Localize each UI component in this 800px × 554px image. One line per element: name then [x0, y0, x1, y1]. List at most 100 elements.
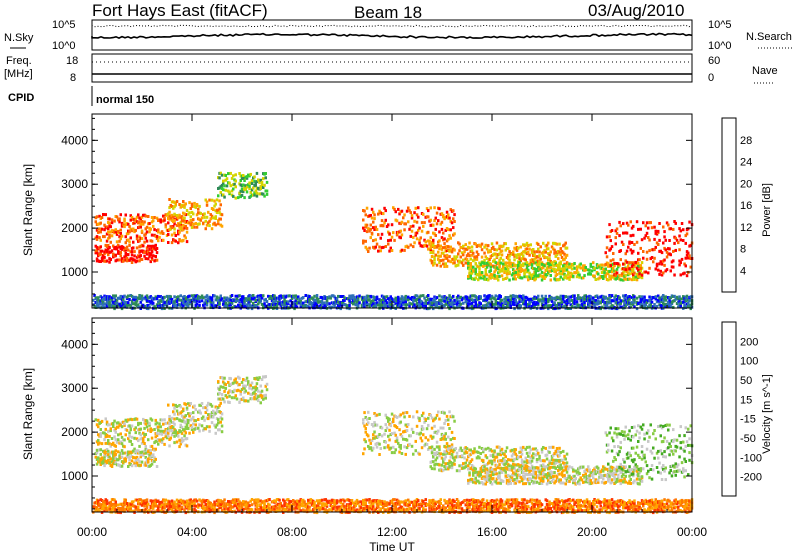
- echo-cell: [150, 418, 154, 422]
- echo-cell: [399, 420, 402, 424]
- echo-cell: [373, 213, 376, 217]
- echo-cell: [532, 301, 535, 305]
- echo-cell: [272, 303, 275, 307]
- echo-cell: [240, 380, 244, 384]
- echo-cell: [272, 300, 275, 304]
- echo-cell: [362, 452, 365, 456]
- echo-cell: [400, 434, 404, 438]
- echo-cell: [279, 303, 282, 307]
- echo-cell: [444, 216, 447, 220]
- echo-cell: [202, 428, 205, 432]
- echo-cell: [107, 423, 110, 427]
- echo-cell: [174, 239, 177, 243]
- echo-cell: [128, 458, 131, 462]
- echo-cell: [217, 380, 220, 384]
- echo-cell: [129, 218, 132, 222]
- echo-cell: [443, 242, 446, 246]
- echo-cell: [469, 452, 472, 456]
- echo-cell: [215, 423, 219, 427]
- echo-cell: [655, 264, 659, 268]
- echo-cell: [427, 230, 430, 234]
- echo-cell: [465, 295, 469, 299]
- echo-cell: [147, 222, 150, 226]
- echo-cell: [422, 433, 425, 437]
- echo-cell: [555, 242, 559, 246]
- echo-cell: [384, 218, 387, 222]
- echo-cell: [558, 242, 561, 246]
- echo-cell: [228, 401, 231, 404]
- echo-cell: [133, 436, 136, 440]
- echo-cell: [409, 297, 412, 301]
- echo-cell: [145, 299, 149, 303]
- echo-cell: [433, 447, 436, 451]
- echo-cell: [379, 425, 382, 429]
- echo-cell: [689, 243, 692, 247]
- echo-cell: [448, 297, 451, 300]
- echo-cell: [589, 262, 592, 266]
- echo-cell: [187, 304, 190, 308]
- echo-cell: [374, 245, 377, 249]
- echo-cell: [469, 274, 472, 278]
- echo-cell: [679, 297, 682, 301]
- echo-cell: [433, 424, 436, 428]
- echo-cell: [412, 224, 415, 228]
- echo-cell: [150, 428, 154, 432]
- echo-cell: [333, 295, 336, 299]
- echo-cell: [365, 300, 369, 304]
- echo-cell: [520, 461, 524, 465]
- echo-cell: [497, 261, 500, 265]
- echo-cell: [538, 457, 541, 461]
- echo-cell: [168, 210, 171, 214]
- echo-cell: [130, 253, 134, 257]
- echo-cell: [362, 241, 365, 245]
- echo-cell: [502, 304, 505, 308]
- echo-cell: [633, 261, 636, 265]
- echo-cell: [387, 305, 390, 309]
- echo-cell: [687, 301, 690, 305]
- echo-cell: [453, 437, 456, 440]
- echo-cell: [308, 295, 311, 298]
- echo-cell: [624, 231, 627, 235]
- echo-cell: [97, 298, 100, 302]
- echo-cell: [362, 226, 365, 230]
- echo-cell: [227, 172, 230, 176]
- echo-cell: [128, 243, 131, 247]
- echo-cell: [98, 441, 101, 445]
- echo-cell: [507, 268, 510, 271]
- echo-cell: [478, 274, 481, 278]
- echo-cell: [668, 239, 671, 242]
- echo-cell: [247, 295, 250, 299]
- echo-cell: [107, 301, 110, 305]
- echo-cell: [222, 376, 225, 380]
- echo-cell: [122, 295, 125, 299]
- echo-cell: [94, 418, 97, 422]
- y-tick-label: 4000: [61, 133, 88, 147]
- echo-cell: [464, 465, 467, 469]
- echo-cell: [387, 242, 390, 246]
- echo-cell: [664, 302, 667, 306]
- echo-cell: [139, 433, 142, 437]
- echo-cell: [559, 450, 562, 454]
- echo-cell: [424, 215, 427, 219]
- echo-cell: [439, 244, 442, 248]
- echo-cell: [209, 403, 212, 407]
- echo-cell: [217, 222, 220, 226]
- echo-cell: [434, 234, 437, 237]
- echo-cell: [532, 261, 535, 265]
- echo-cell: [159, 218, 162, 222]
- echo-cell: [188, 221, 191, 225]
- echo-cell: [467, 481, 470, 485]
- echo-cell: [588, 268, 591, 272]
- echo-cell: [379, 236, 382, 240]
- echo-cell: [579, 296, 582, 300]
- echo-cell: [242, 183, 245, 187]
- echo-cell: [483, 261, 486, 265]
- echo-cell: [654, 267, 657, 271]
- echo-cell: [392, 206, 395, 210]
- echo-cell: [109, 451, 112, 455]
- echo-cell: [404, 438, 407, 441]
- echo-cell: [442, 262, 445, 266]
- echo-cell: [602, 298, 605, 302]
- echo-cell: [253, 191, 256, 195]
- echo-cell: [237, 388, 240, 392]
